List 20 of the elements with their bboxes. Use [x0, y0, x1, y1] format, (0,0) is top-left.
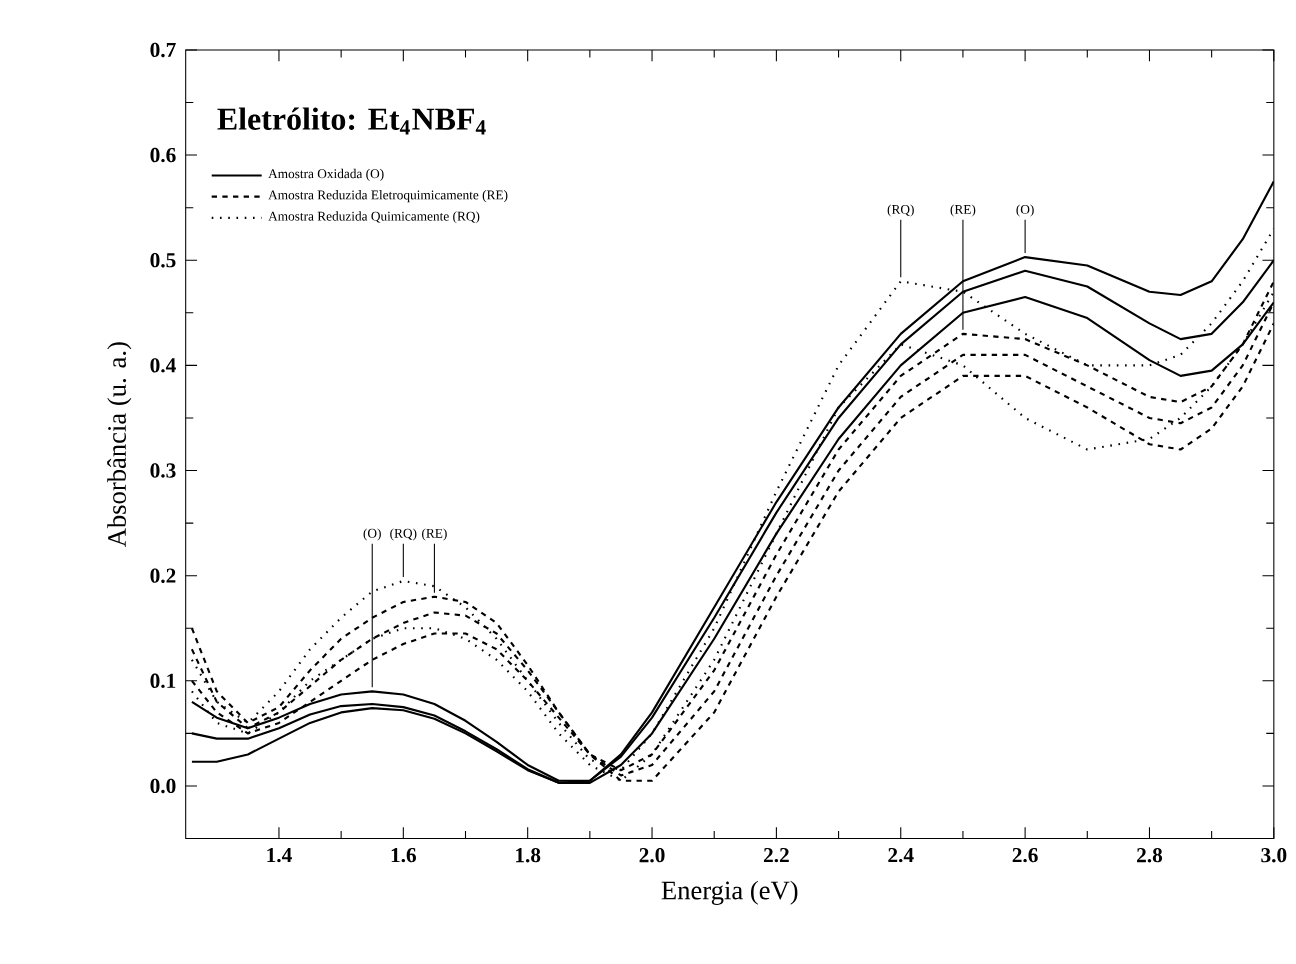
x-tick-label: 2.2 — [763, 847, 789, 863]
x-tick-label: 2.8 — [1137, 847, 1163, 863]
x-tick-label: 1.4 — [267, 847, 292, 863]
y-tick-label: 0.5 — [150, 252, 176, 268]
y-tick-label: 0.3 — [150, 463, 176, 478]
x-tick-label: 2.4 — [888, 847, 914, 863]
y-tick-label: 0.6 — [150, 147, 176, 163]
x-tick-label: 1.8 — [516, 847, 541, 863]
x-tick-label: 2.0 — [639, 847, 665, 863]
x-axis-title: Energia (eV) — [661, 880, 798, 905]
x-tick-label: 3.0 — [1261, 847, 1287, 863]
y-axis-title: Absorbância (u. a.) — [107, 342, 132, 547]
y-tick-label: 0.7 — [150, 42, 176, 57]
y-tick-label: 0.0 — [150, 778, 176, 794]
y-tick-label: 0.1 — [150, 673, 176, 688]
x-tick-label: 2.6 — [1012, 847, 1038, 863]
chart-title: Eletrólito: Et$_{4}$NBF$_{4}$ — [217, 107, 486, 135]
y-tick-label: 0.4 — [150, 358, 176, 373]
y-tick-label: 0.2 — [150, 568, 176, 583]
x-tick-label: 1.6 — [391, 847, 416, 863]
